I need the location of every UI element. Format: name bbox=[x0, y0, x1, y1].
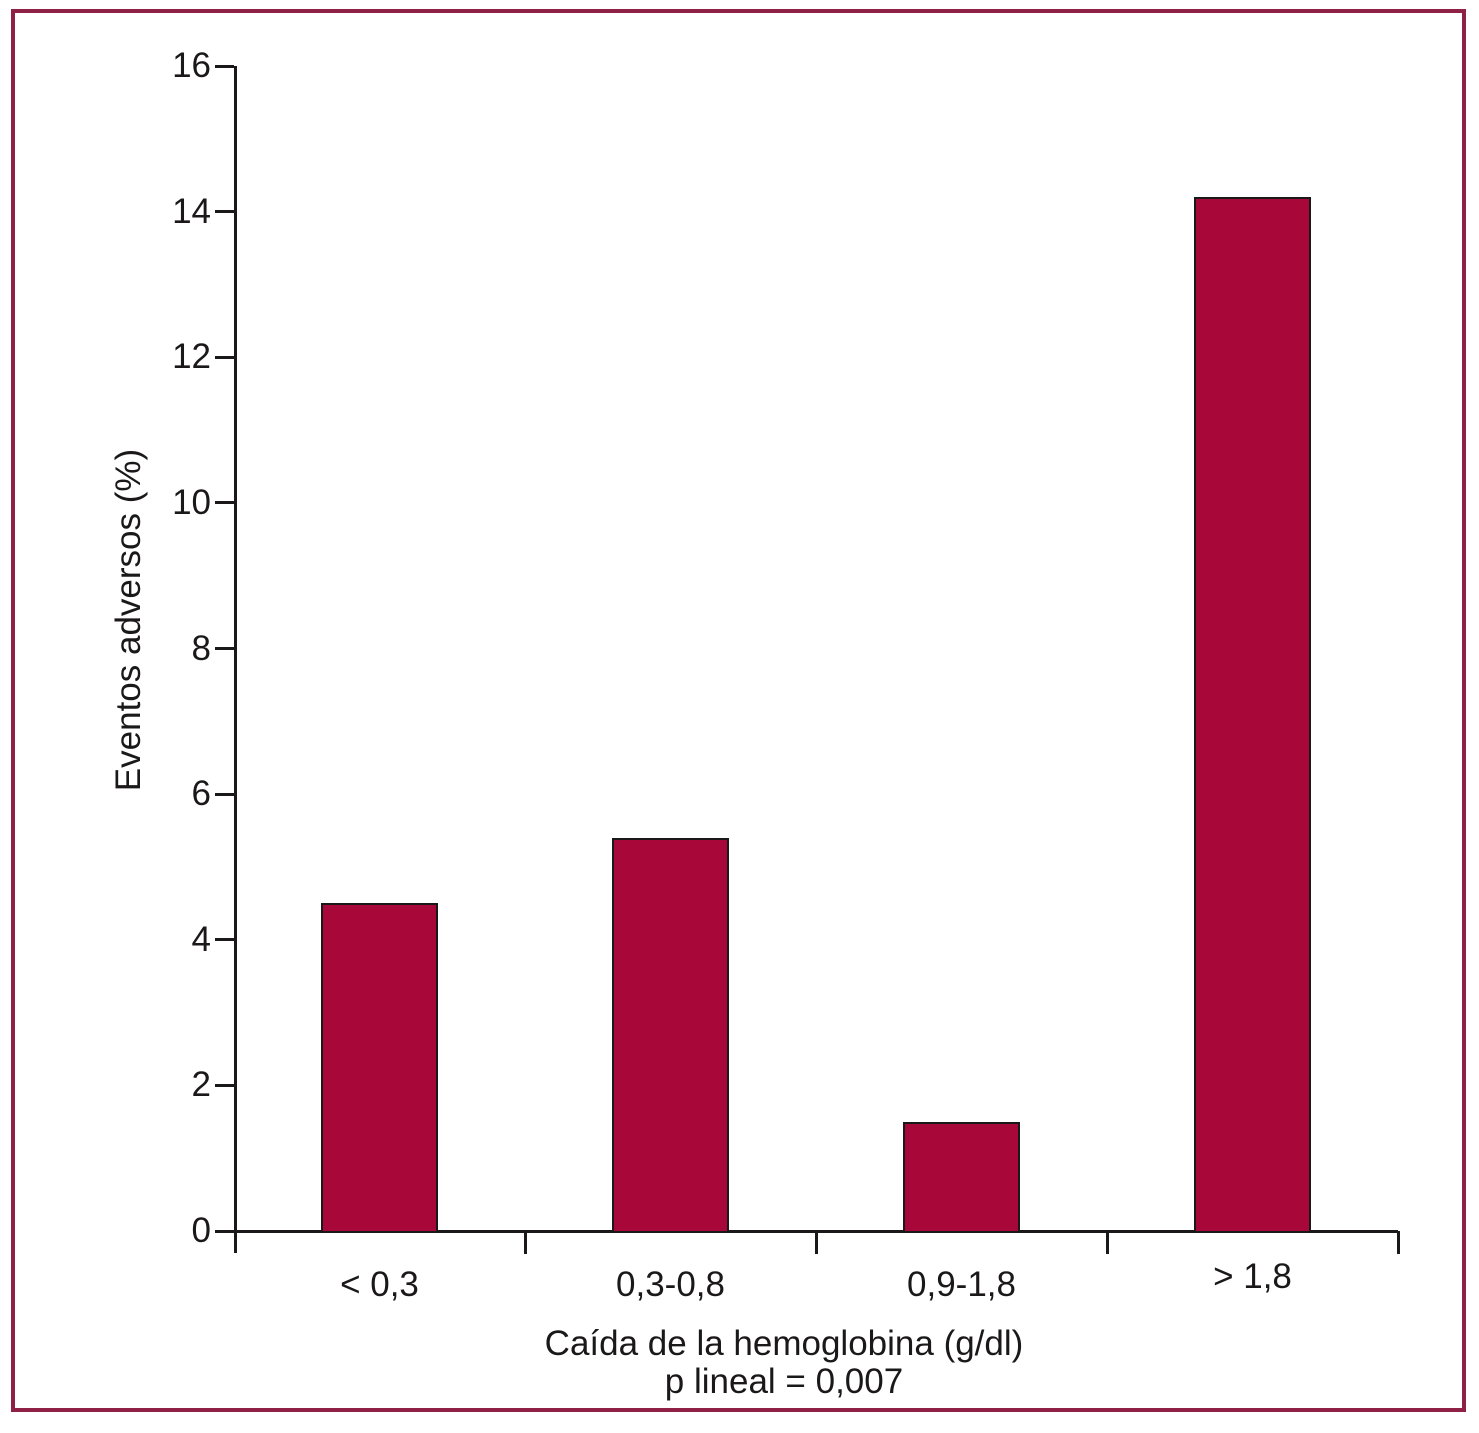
y-tick-label: 2 bbox=[191, 1065, 211, 1105]
x-axis-title: Caída de la hemoglobina (g/dl) bbox=[544, 1324, 1024, 1363]
y-tick-label: 10 bbox=[172, 482, 211, 522]
x-tick-mark bbox=[1396, 1231, 1400, 1254]
y-tick-mark bbox=[215, 938, 234, 942]
bar-3 bbox=[1194, 197, 1311, 1231]
x-tick-mark bbox=[814, 1231, 818, 1254]
y-tick-label: 14 bbox=[172, 191, 211, 231]
x-tick-mark bbox=[523, 1231, 527, 1254]
x-category-label: 0,3-0,8 bbox=[616, 1265, 725, 1304]
y-tick-label: 12 bbox=[172, 337, 211, 377]
bar-chart: 0 2 4 6 8 10 12 14 16 < 0,3 0,3-0,8 0,9-1,8 > 1,8 E… bbox=[15, 13, 1462, 1408]
y-tick-label: 8 bbox=[191, 628, 211, 668]
x-tick-mark bbox=[1105, 1231, 1109, 1254]
y-tick-label: 0 bbox=[191, 1211, 211, 1250]
bar-0 bbox=[321, 903, 438, 1231]
y-axis-title: Eventos adversos (%) bbox=[109, 448, 148, 792]
bar-2 bbox=[903, 1121, 1020, 1231]
y-tick-mark bbox=[215, 792, 234, 796]
y-tick-mark bbox=[215, 210, 234, 214]
x-axis-caption: Caída de la hemoglobina (g/dl) p lineal … bbox=[234, 1325, 1334, 1401]
y-tick-mark bbox=[215, 1229, 234, 1233]
y-tick-label: 16 bbox=[172, 46, 211, 85]
x-category-label: < 0,3 bbox=[340, 1265, 419, 1304]
y-tick-mark bbox=[215, 501, 234, 505]
figure-frame: 0 2 4 6 8 10 12 14 16 < 0,3 0,3-0,8 0,9-1,8 > 1,8 E… bbox=[11, 9, 1466, 1412]
y-tick-mark bbox=[215, 64, 234, 68]
p-value-label: p lineal = 0,007 bbox=[664, 1362, 904, 1401]
y-tick-mark bbox=[215, 1083, 234, 1087]
y-tick-mark bbox=[215, 647, 234, 650]
x-category-label: > 1,8 bbox=[1213, 1257, 1292, 1296]
x-category-label: 0,9-1,8 bbox=[907, 1265, 1016, 1304]
y-axis bbox=[234, 66, 237, 1253]
bar-1 bbox=[612, 837, 729, 1231]
y-tick-mark bbox=[215, 355, 234, 359]
y-tick-label: 6 bbox=[191, 774, 211, 814]
y-tick-label: 4 bbox=[191, 919, 211, 959]
